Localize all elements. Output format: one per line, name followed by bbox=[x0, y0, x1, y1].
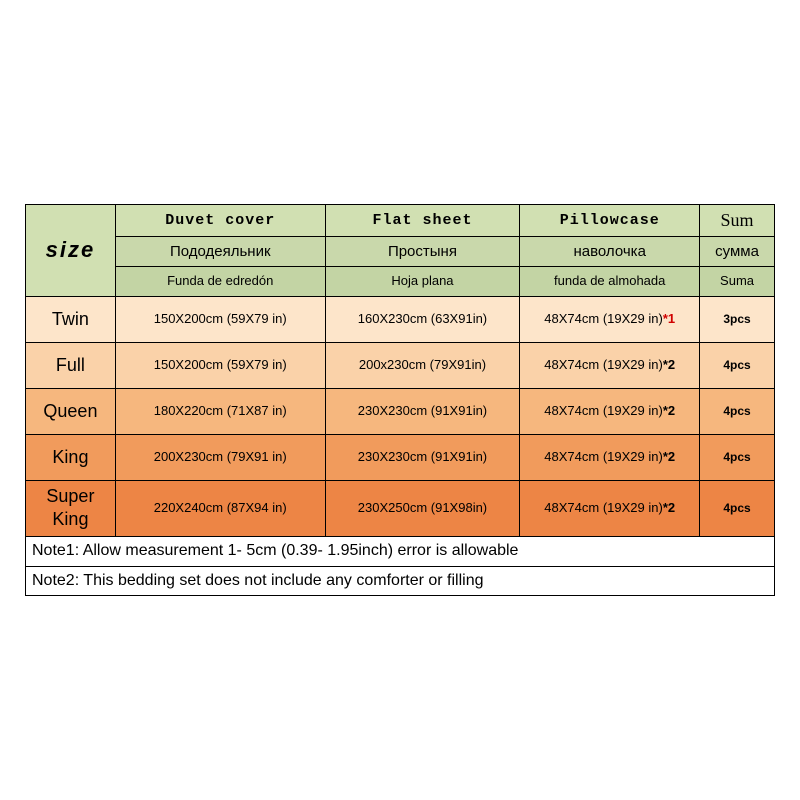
pillow-base: 48X74cm (19X29 in) bbox=[544, 403, 663, 418]
header-duvet-en: Duvet cover bbox=[115, 204, 325, 236]
duvet-cell: 150X200cm (59X79 in) bbox=[115, 297, 325, 343]
sheet-cell: 230X250cm (91X98in) bbox=[325, 481, 520, 537]
header-sheet-en: Flat sheet bbox=[325, 204, 520, 236]
pillow-cell: 48X74cm (19X29 in)*2 bbox=[520, 435, 700, 481]
sheet-cell: 230X230cm (91X91in) bbox=[325, 435, 520, 481]
pillow-suffix: *2 bbox=[663, 500, 675, 515]
duvet-cell: 220X240cm (87X94 in) bbox=[115, 481, 325, 537]
pillow-cell: 48X74cm (19X29 in)*1 bbox=[520, 297, 700, 343]
header-pillow-en: Pillowcase bbox=[520, 204, 700, 236]
header-duvet-ru: Пододеяльник bbox=[115, 237, 325, 267]
size-label: Twin bbox=[26, 297, 116, 343]
pillow-cell: 48X74cm (19X29 in)*2 bbox=[520, 343, 700, 389]
sum-cell: 3pcs bbox=[700, 297, 775, 343]
sum-cell: 4pcs bbox=[700, 343, 775, 389]
duvet-cell: 150X200cm (59X79 in) bbox=[115, 343, 325, 389]
pillow-suffix: *2 bbox=[663, 403, 675, 418]
note-row: Note1: Allow measurement 1- 5cm (0.39- 1… bbox=[26, 536, 775, 566]
header-row-es: Funda de edredón Hoja plana funda de alm… bbox=[26, 267, 775, 297]
header-sum-ru: сумма bbox=[700, 237, 775, 267]
header-sum-es: Suma bbox=[700, 267, 775, 297]
pillow-base: 48X74cm (19X29 in) bbox=[544, 500, 663, 515]
table-row: King 200X230cm (79X91 in) 230X230cm (91X… bbox=[26, 435, 775, 481]
table-row: SuperKing 220X240cm (87X94 in) 230X250cm… bbox=[26, 481, 775, 537]
pillow-base: 48X74cm (19X29 in) bbox=[544, 357, 663, 372]
header-sum-en: Sum bbox=[700, 204, 775, 236]
pillow-suffix: *1 bbox=[663, 311, 675, 326]
note-text: Note2: This bedding set does not include… bbox=[26, 566, 775, 596]
size-label: Full bbox=[26, 343, 116, 389]
header-sheet-ru: Простыня bbox=[325, 237, 520, 267]
header-sheet-es: Hoja plana bbox=[325, 267, 520, 297]
pillow-suffix: *2 bbox=[663, 449, 675, 464]
note-row: Note2: This bedding set does not include… bbox=[26, 566, 775, 596]
pillow-cell: 48X74cm (19X29 in)*2 bbox=[520, 481, 700, 537]
pillow-base: 48X74cm (19X29 in) bbox=[544, 449, 663, 464]
duvet-cell: 180X220cm (71X87 in) bbox=[115, 389, 325, 435]
sheet-cell: 230X230cm (91X91in) bbox=[325, 389, 520, 435]
header-pillow-ru: наволочка bbox=[520, 237, 700, 267]
header-pillow-es: funda de almohada bbox=[520, 267, 700, 297]
pillow-suffix: *2 bbox=[663, 357, 675, 372]
header-row-ru: Пододеяльник Простыня наволочка сумма bbox=[26, 237, 775, 267]
sheet-cell: 200x230cm (79X91in) bbox=[325, 343, 520, 389]
sheet-cell: 160X230cm (63X91in) bbox=[325, 297, 520, 343]
header-duvet-es: Funda de edredón bbox=[115, 267, 325, 297]
size-chart-container: size Duvet cover Flat sheet Pillowcase S… bbox=[25, 204, 775, 597]
sum-cell: 4pcs bbox=[700, 389, 775, 435]
size-header: size bbox=[26, 204, 116, 296]
pillow-base: 48X74cm (19X29 in) bbox=[544, 311, 663, 326]
sum-cell: 4pcs bbox=[700, 435, 775, 481]
note-text: Note1: Allow measurement 1- 5cm (0.39- 1… bbox=[26, 536, 775, 566]
size-chart-table: size Duvet cover Flat sheet Pillowcase S… bbox=[25, 204, 775, 597]
size-label: King bbox=[26, 435, 116, 481]
header-row-en: size Duvet cover Flat sheet Pillowcase S… bbox=[26, 204, 775, 236]
table-row: Full 150X200cm (59X79 in) 200x230cm (79X… bbox=[26, 343, 775, 389]
table-row: Queen 180X220cm (71X87 in) 230X230cm (91… bbox=[26, 389, 775, 435]
duvet-cell: 200X230cm (79X91 in) bbox=[115, 435, 325, 481]
table-row: Twin 150X200cm (59X79 in) 160X230cm (63X… bbox=[26, 297, 775, 343]
size-label: SuperKing bbox=[26, 481, 116, 537]
size-label: Queen bbox=[26, 389, 116, 435]
pillow-cell: 48X74cm (19X29 in)*2 bbox=[520, 389, 700, 435]
sum-cell: 4pcs bbox=[700, 481, 775, 537]
